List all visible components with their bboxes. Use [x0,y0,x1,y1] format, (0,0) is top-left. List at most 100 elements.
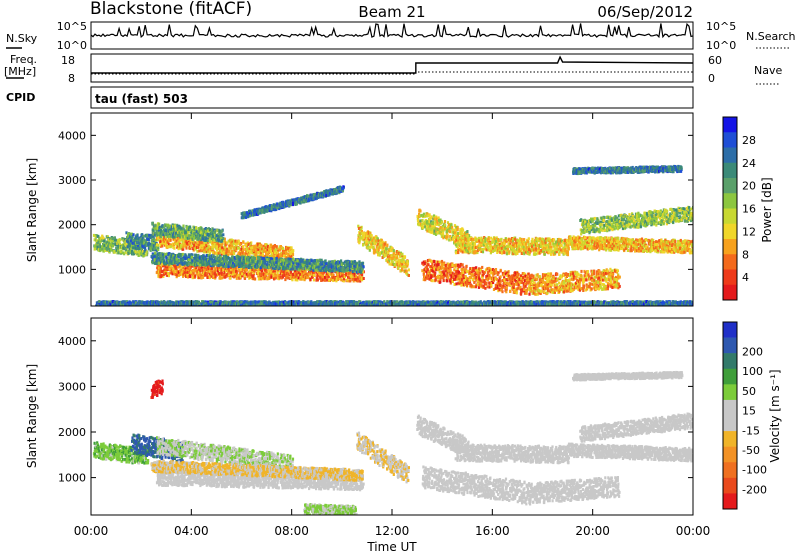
heatmap-cell [347,276,350,279]
heatmap-cell [210,274,213,278]
heatmap-cell [169,243,172,247]
heatmap-cell [226,247,229,251]
heatmap-cell [359,279,362,283]
heatmap-cell [185,269,188,273]
heatmap-cell [240,256,243,260]
heatmap-cell [225,254,228,258]
heatmap-cell [222,275,225,279]
heatmap-cell [213,239,216,243]
heatmap-cell [224,240,227,244]
heatmap-cell [254,260,257,263]
heatmap-cell [129,249,132,253]
heatmap-cell [237,259,240,263]
heatmap-cell [284,252,288,256]
heatmap-cell [277,256,280,260]
heatmap-cell [130,246,133,250]
heatmap-cell [168,267,171,271]
heatmap-cell [232,263,235,267]
heatmap-cell [280,276,283,280]
heatmap-cell [200,274,203,278]
heatmap-cell [238,269,241,272]
heatmap-cell [179,225,182,229]
heatmap-cell [189,266,192,269]
heatmap-cell [385,247,388,251]
heatmap-cell [231,272,235,276]
heatmap-cell [384,250,387,254]
heatmap-cell [187,262,191,266]
heatmap-cell [266,259,269,263]
heatmap-cell [154,224,157,228]
heatmap-cell [222,239,225,243]
heatmap-cell [232,255,235,259]
heatmap-cell [202,275,205,279]
heatmap-cell [268,269,271,273]
heatmap-cell [340,259,343,263]
heatmap-cell [440,220,443,224]
heatmap-cell [158,231,161,235]
heatmap-cell [181,231,184,235]
heatmap-cell [205,271,208,275]
heatmap-cell [211,241,214,245]
heatmap-cell [191,274,194,278]
heatmap-cell [241,270,244,274]
heatmap-cell [211,247,214,250]
heatmap-cell [259,254,263,257]
heatmap-cell [165,256,168,260]
heatmap-cell [290,249,293,253]
heatmap-cell [220,271,223,275]
heatmap-cell [197,273,200,277]
heatmap-cell [152,240,155,244]
heatmap-cell [204,227,207,230]
heatmap-cell [178,252,181,256]
heatmap-cell [257,267,261,271]
heatmap-cell [135,250,138,254]
heatmap-cell [336,274,339,278]
freq-unit-label: [MHz] [4,65,36,78]
heatmap-cell [199,263,202,267]
heatmap-cell [157,270,160,274]
heatmap-cell [168,260,171,264]
heatmap-cell [162,225,165,229]
heatmap-cell [163,243,166,247]
heatmap-cell [244,259,248,263]
heatmap-cell [151,238,154,242]
heatmap-cell [251,246,254,250]
heatmap-cell [117,251,120,255]
heatmap-cell [227,273,230,277]
heatmap-cell [240,248,243,251]
heatmap-cell [181,252,184,256]
heatmap-cell [271,268,274,272]
heatmap-cell [347,267,350,270]
heatmap-cell [451,228,454,232]
heatmap-cell [141,238,144,242]
heatmap-cell [239,275,242,279]
heatmap-cell [280,254,283,258]
nsky-tick-bottom: 10^0 [57,39,87,52]
heatmap-cell [191,253,194,257]
heatmap-cell [159,254,162,258]
heatmap-cell [250,266,253,269]
nsearch-tick-top: 10^5 [706,20,736,33]
heatmap-cell [148,233,151,237]
heatmap-cell [182,258,185,262]
heatmap-cell [200,255,203,258]
heatmap-cell [93,247,96,251]
heatmap-cell [144,244,147,248]
heatmap-cell [247,247,250,251]
heatmap-cell [101,234,104,238]
heatmap-cell [179,273,182,277]
heatmap-cell [135,244,138,248]
heatmap-cell [276,255,279,259]
heatmap-cell [153,253,156,257]
heatmap-cell [188,253,191,257]
heatmap-cell [321,274,324,278]
heatmap-cell [266,277,269,281]
heatmap-cell [401,268,404,272]
heatmap-cell [103,239,106,243]
heatmap-cell [203,248,206,252]
heatmap-cell [199,233,202,237]
heatmap-cell [141,236,144,240]
heatmap-cell [175,239,178,243]
heatmap-cell [123,252,126,256]
cpid-label: CPID [6,91,35,104]
